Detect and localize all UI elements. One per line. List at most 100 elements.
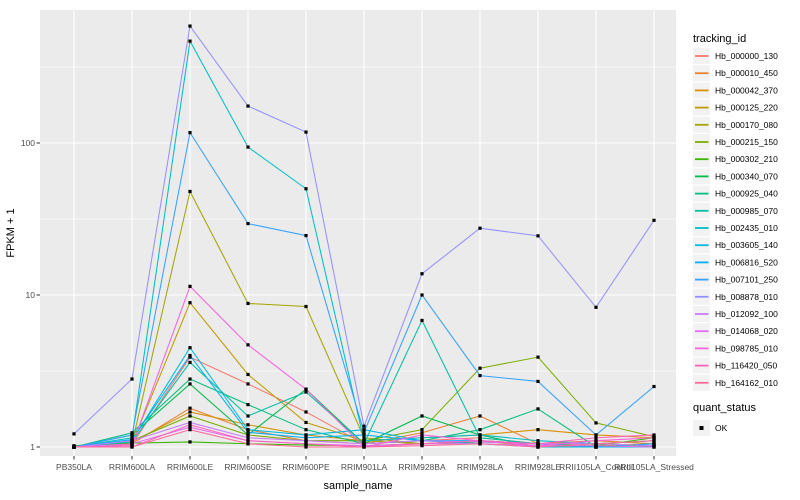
data-point-marker — [652, 218, 656, 222]
data-point-marker — [130, 436, 134, 440]
data-point-marker — [536, 407, 540, 411]
legend-label: Hb_000125_220 — [715, 103, 778, 113]
data-point-marker — [652, 439, 656, 443]
data-point-marker — [188, 353, 192, 358]
data-point-marker — [478, 428, 482, 432]
data-point-marker — [362, 428, 366, 432]
data-point-marker — [304, 433, 308, 437]
y-tick-label: 100 — [21, 138, 35, 148]
data-point-marker — [420, 318, 424, 323]
data-point-marker — [246, 428, 250, 432]
data-point-marker — [188, 410, 192, 414]
x-tick-label: RRIM600LA — [109, 462, 156, 472]
plot-panel — [40, 10, 676, 456]
data-point-marker — [130, 433, 134, 437]
x-tick-label: RRIM928LE — [515, 462, 562, 472]
data-point-marker — [594, 436, 598, 440]
data-point-marker — [188, 360, 192, 365]
legend-item-Hb_000000_130: Hb_000000_130 — [693, 48, 778, 64]
x-tick-label: RRII105LA_Stressed — [614, 462, 694, 472]
data-point-marker — [246, 442, 250, 446]
data-point-marker — [594, 421, 598, 425]
legend-item-Hb_000302_210: Hb_000302_210 — [693, 151, 778, 168]
data-point-marker — [304, 130, 308, 134]
legend-label: Hb_002435_010 — [715, 223, 778, 233]
black-square-marker-icon — [699, 426, 704, 430]
data-point-marker — [188, 346, 192, 350]
data-point-marker — [420, 436, 424, 440]
data-point-marker — [652, 442, 656, 446]
data-point-marker — [362, 442, 366, 446]
legend-label: Hb_014068_020 — [715, 326, 778, 336]
legend-label: Hb_012092_100 — [715, 309, 778, 319]
data-point-marker — [594, 444, 598, 448]
data-point-marker — [536, 439, 540, 443]
legend-item-Hb_003605_140: Hb_003605_140 — [693, 237, 778, 254]
data-point-marker — [304, 428, 308, 432]
data-point-marker — [304, 436, 308, 440]
axes: 1 10 100 PB350LA RRIM600LA RRIM600LE RRIM600SE… — [21, 138, 694, 472]
legend-item-Hb_000170_080: Hb_000170_080 — [693, 116, 778, 133]
data-point-marker — [362, 436, 366, 440]
data-point-marker — [246, 145, 250, 149]
data-point-marker — [130, 439, 134, 443]
legend-item-Hb_116420_050: Hb_116420_050 — [693, 357, 778, 374]
data-point-marker — [130, 377, 134, 381]
data-point-marker — [536, 379, 540, 384]
data-point-marker — [362, 433, 366, 437]
data-point-marker — [304, 410, 308, 414]
data-point-marker — [536, 428, 540, 432]
data-point-marker — [652, 433, 656, 437]
legend-item-quant-OK: OK — [693, 420, 728, 436]
data-point-marker — [652, 445, 656, 449]
data-point-marker — [246, 221, 250, 226]
data-point-marker — [246, 433, 250, 437]
legend-item-Hb_008878_010: Hb_008878_010 — [693, 288, 778, 305]
data-point-marker — [536, 355, 540, 359]
data-point-marker — [594, 442, 598, 446]
data-point-marker — [304, 304, 308, 309]
data-point-marker — [478, 442, 482, 446]
legend-item-Hb_007101_250: Hb_007101_250 — [693, 271, 778, 288]
legend-shape-title: quant_status — [693, 402, 756, 414]
data-point-marker — [652, 384, 656, 389]
data-point-marker — [304, 233, 308, 238]
legend-item-Hb_000125_220: Hb_000125_220 — [693, 99, 778, 116]
legend-label: Hb_000215_150 — [715, 137, 778, 147]
data-point-marker — [130, 431, 134, 435]
data-point-marker — [304, 387, 308, 391]
data-point-marker — [246, 436, 250, 440]
legend: Hb_000000_130 Hb_000010_450 Hb_000042_370 H… — [693, 48, 778, 436]
legend-label: Hb_007101_250 — [715, 275, 778, 285]
data-point-marker — [246, 403, 250, 407]
data-point-marker — [188, 414, 192, 418]
legend-item-Hb_000340_070: Hb_000340_070 — [693, 168, 778, 185]
x-tick-label: PB350LA — [56, 462, 92, 472]
data-point-marker — [420, 431, 424, 435]
x-tick-label: RRII105LA_Control — [559, 462, 633, 472]
legend-item-Hb_000215_150: Hb_000215_150 — [693, 134, 778, 150]
data-point-marker — [188, 382, 192, 386]
data-point-marker — [188, 377, 192, 381]
legend-label: Hb_000042_370 — [715, 85, 778, 95]
data-point-marker — [594, 439, 598, 443]
data-point-marker — [478, 366, 482, 370]
data-point-marker — [304, 390, 308, 394]
y-tick-label: 10 — [26, 290, 36, 300]
x-tick-label: RRIM928LA — [457, 462, 504, 472]
data-point-marker — [478, 373, 482, 378]
data-point-marker — [420, 444, 424, 448]
legend-item-Hb_000010_450: Hb_000010_450 — [693, 65, 778, 82]
data-point-marker — [304, 442, 308, 446]
data-point-marker — [420, 272, 424, 276]
data-point-marker — [594, 433, 598, 437]
legend-item-Hb_000925_040: Hb_000925_040 — [693, 185, 778, 202]
data-point-marker — [304, 445, 308, 449]
x-tick-label: RRIM600LE — [167, 462, 214, 472]
x-tick-label: RRIM901LA — [341, 462, 388, 472]
data-point-marker — [246, 343, 250, 347]
data-point-marker — [478, 436, 482, 440]
data-point-marker — [246, 372, 250, 377]
data-point-marker — [246, 414, 250, 418]
data-point-marker — [188, 406, 192, 410]
